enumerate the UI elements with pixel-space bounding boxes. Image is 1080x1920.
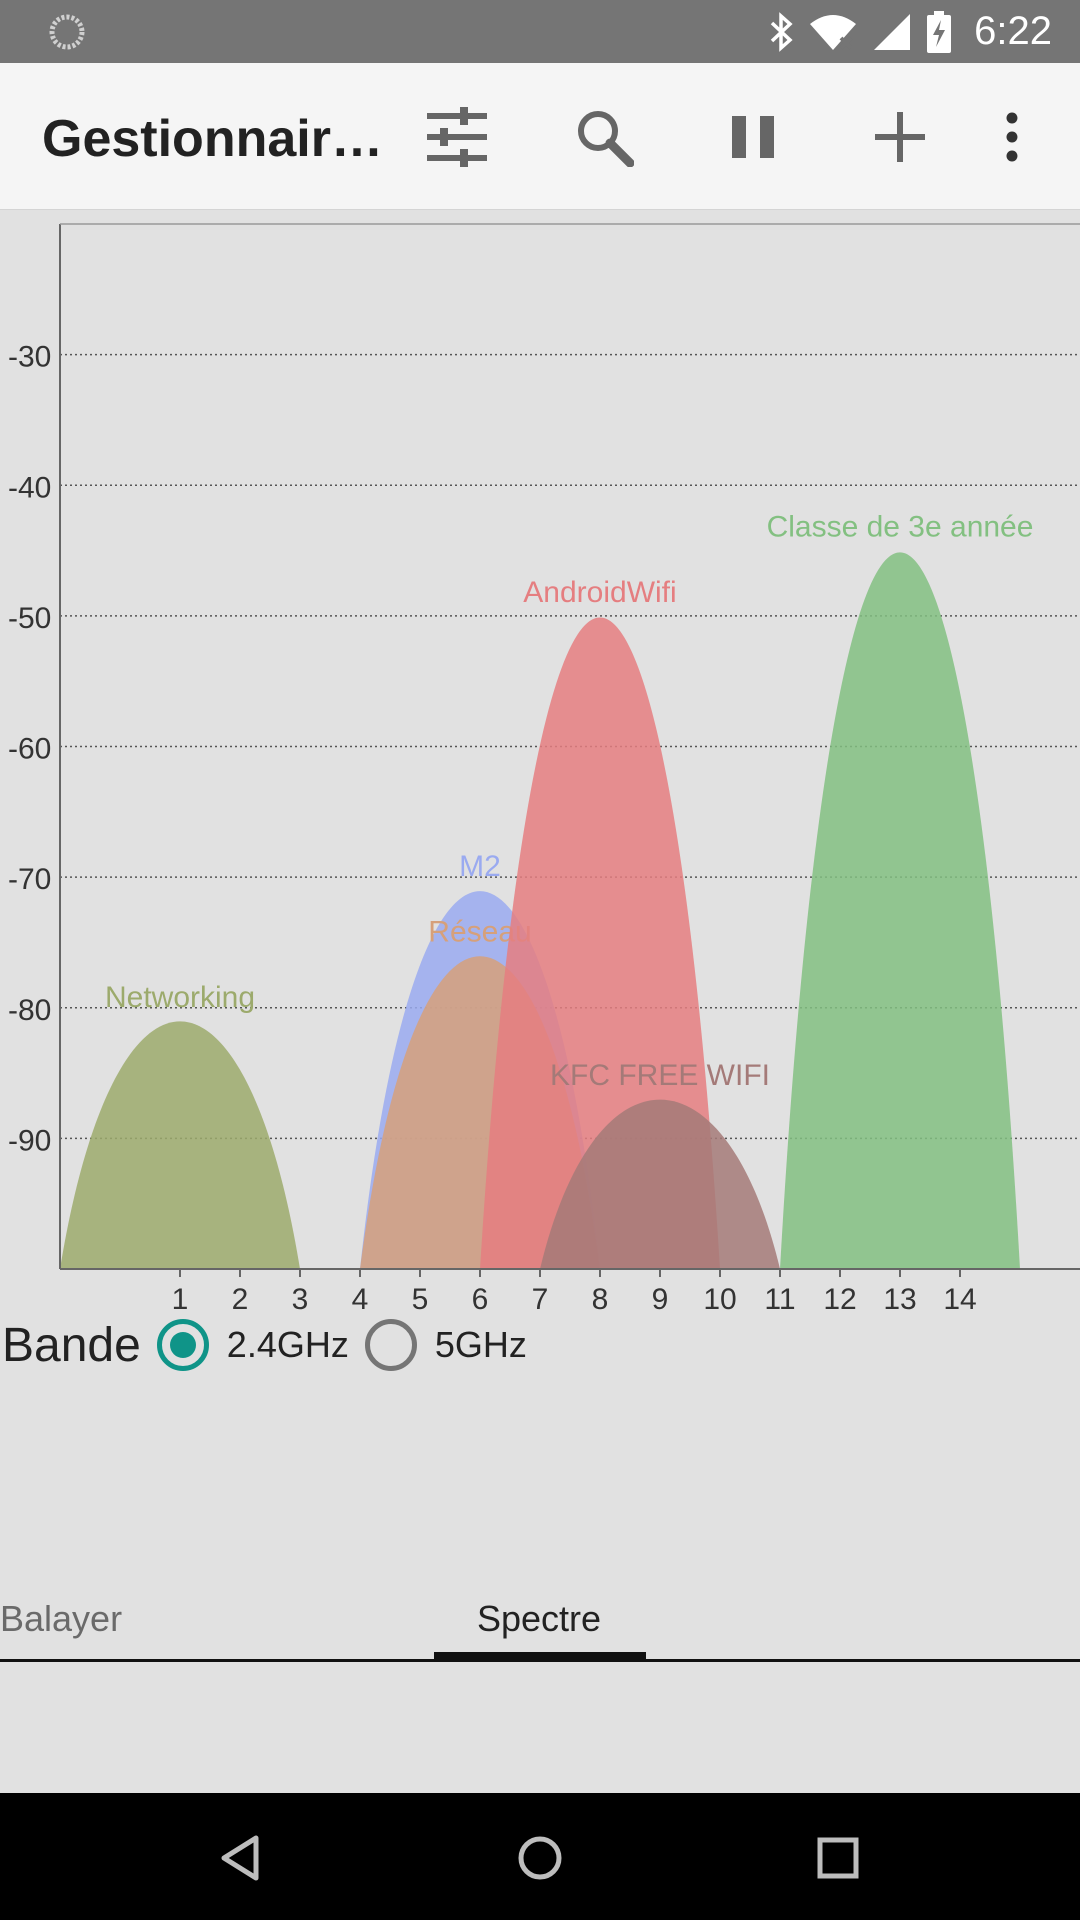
recents-button[interactable] <box>803 1823 873 1893</box>
x-tick-label: 7 <box>532 1283 549 1310</box>
radio-checked-icon <box>156 1319 209 1371</box>
band-selector: Bande 2.4GHz 5GHz <box>0 1310 527 1380</box>
spectrum-chart-svg: -30-40-50-60-70-80-90NetworkingM2RéseauA… <box>8 223 1080 1310</box>
spectrum-curve-0 <box>60 1021 300 1269</box>
x-tick-label: 13 <box>883 1283 916 1310</box>
search-icon <box>578 111 634 167</box>
x-tick-label: 1 <box>172 1283 189 1310</box>
pause-icon <box>732 116 774 158</box>
spectrum-curve-4 <box>540 1099 780 1269</box>
band-option-5ghz[interactable]: 5GHz <box>364 1319 527 1371</box>
x-tick-label: 12 <box>823 1283 856 1310</box>
x-tick-label: 6 <box>472 1283 489 1310</box>
radio-unchecked-icon <box>364 1319 417 1371</box>
sync-icon <box>49 14 85 50</box>
y-tick-label: -60 <box>8 733 51 766</box>
overflow-menu-icon <box>1006 112 1018 162</box>
filter-sliders-icon <box>427 107 487 167</box>
x-tick-label: 14 <box>943 1283 976 1310</box>
y-tick-label: -80 <box>8 994 51 1027</box>
cell-signal-icon <box>874 13 911 50</box>
back-button[interactable] <box>205 1823 275 1893</box>
band-option-24ghz[interactable]: 2.4GHz <box>156 1319 349 1371</box>
network-label: Networking <box>105 981 255 1014</box>
add-button[interactable] <box>860 97 940 177</box>
x-tick-label: 10 <box>703 1283 736 1310</box>
x-tick-label: 9 <box>652 1283 669 1310</box>
band-option-label: 5GHz <box>434 1324 527 1365</box>
filter-button[interactable] <box>417 97 497 177</box>
back-icon <box>221 1835 259 1881</box>
wifi-icon <box>810 14 857 50</box>
x-tick-label: 11 <box>764 1283 795 1310</box>
x-tick-label: 8 <box>592 1283 609 1310</box>
network-label: AndroidWifi <box>523 576 676 609</box>
x-tick-label: 3 <box>292 1283 309 1310</box>
y-tick-label: -50 <box>8 602 51 635</box>
network-label: M2 <box>459 850 501 883</box>
status-bar: 6:22 <box>0 0 1080 63</box>
recents-icon <box>817 1837 859 1879</box>
clock: 6:22 <box>974 9 1052 53</box>
y-tick-label: -70 <box>8 863 51 896</box>
tab-scan[interactable]: Balayer <box>0 1598 123 1639</box>
spectrum-curve-5 <box>780 552 1020 1269</box>
page-title: Gestionnair… <box>42 110 383 168</box>
network-label: KFC FREE WIFI <box>550 1059 770 1092</box>
band-label: Bande <box>2 1318 141 1372</box>
y-tick-label: -30 <box>8 341 51 374</box>
battery-charging-icon <box>927 10 952 53</box>
search-button[interactable] <box>564 97 644 177</box>
pause-button[interactable] <box>713 97 793 177</box>
spectrum-chart: -30 -40 -50 -60 -70 -80 -90 Networking M2 Réseau A… <box>0 210 1080 1310</box>
add-icon <box>875 112 925 162</box>
network-label: Classe de 3e année <box>767 511 1034 544</box>
bluetooth-icon <box>770 11 793 52</box>
app-bar: Gestionnair… <box>0 63 1080 210</box>
x-tick-label: 4 <box>352 1283 369 1310</box>
x-tick-label: 2 <box>232 1283 249 1310</box>
y-tick-label: -40 <box>8 471 51 504</box>
band-option-label: 2.4GHz <box>226 1324 349 1365</box>
tab-spectrum[interactable]: Spectre <box>477 1598 602 1639</box>
overflow-menu-button[interactable] <box>982 97 1042 177</box>
home-button[interactable] <box>505 1823 575 1893</box>
x-tick-label: 5 <box>412 1283 429 1310</box>
navigation-bar <box>0 1793 1080 1920</box>
y-tick-label: -90 <box>8 1124 51 1157</box>
tab-bar: Balayer Spectre <box>0 1580 1080 1662</box>
active-tab-indicator <box>434 1652 646 1660</box>
home-icon <box>518 1836 562 1880</box>
